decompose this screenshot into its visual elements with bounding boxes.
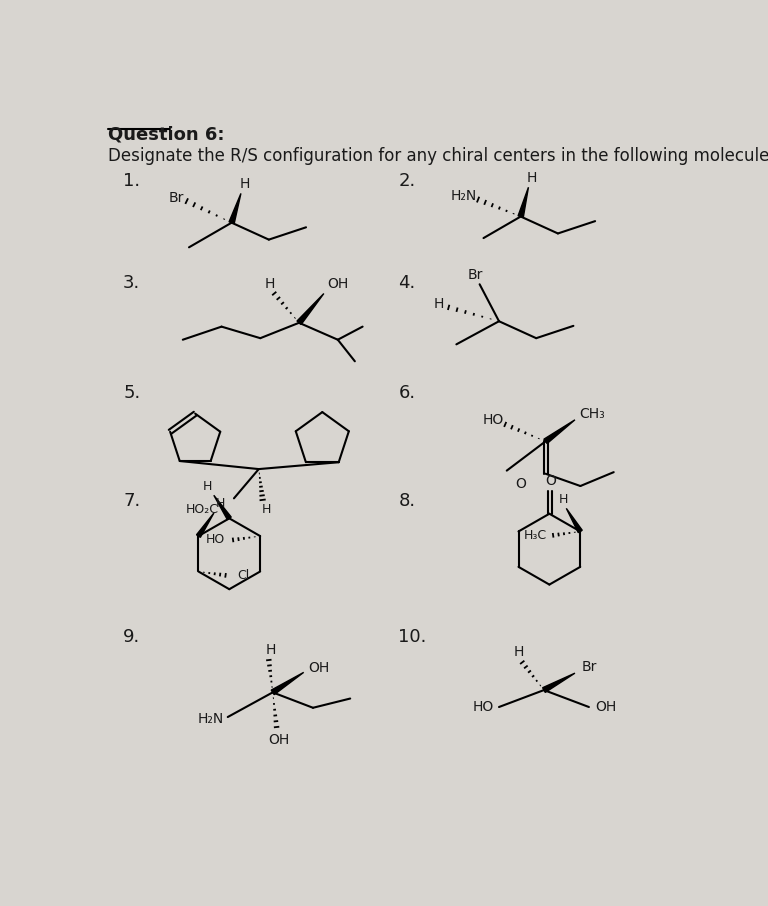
Text: H: H xyxy=(264,277,275,292)
Text: O: O xyxy=(545,475,556,488)
Text: HO: HO xyxy=(473,700,494,714)
Text: H: H xyxy=(203,479,212,493)
Polygon shape xyxy=(518,188,528,217)
Text: OH: OH xyxy=(309,660,329,675)
Text: H: H xyxy=(433,297,444,312)
Text: H₂N: H₂N xyxy=(197,712,223,727)
Polygon shape xyxy=(297,294,324,324)
Polygon shape xyxy=(197,513,214,537)
Text: H: H xyxy=(262,503,271,516)
Text: OH: OH xyxy=(327,277,349,292)
Text: H: H xyxy=(266,643,276,657)
Text: OH: OH xyxy=(595,700,617,714)
Polygon shape xyxy=(543,673,575,692)
Text: Question 6:: Question 6: xyxy=(108,126,224,144)
Text: 3.: 3. xyxy=(123,275,141,293)
Polygon shape xyxy=(214,496,231,520)
Text: Br: Br xyxy=(168,191,184,205)
Text: 2.: 2. xyxy=(399,172,415,190)
Text: H: H xyxy=(558,493,568,506)
Text: 1.: 1. xyxy=(123,172,141,190)
Text: 5.: 5. xyxy=(123,384,141,402)
Text: Br: Br xyxy=(468,268,483,282)
Polygon shape xyxy=(271,672,303,695)
Text: 4.: 4. xyxy=(399,275,415,293)
Text: H₂N: H₂N xyxy=(451,189,477,204)
Text: H: H xyxy=(513,644,524,659)
Text: OH: OH xyxy=(268,733,290,747)
Text: O: O xyxy=(515,477,526,491)
Text: H: H xyxy=(240,178,250,191)
Text: 7.: 7. xyxy=(123,492,141,510)
Polygon shape xyxy=(544,419,575,444)
Text: 8.: 8. xyxy=(399,492,415,510)
Text: Cl: Cl xyxy=(237,569,250,582)
Text: CH₃: CH₃ xyxy=(579,407,605,420)
Text: H: H xyxy=(216,497,225,510)
Text: H: H xyxy=(526,171,537,185)
Text: 6.: 6. xyxy=(399,384,415,402)
Text: Designate the R/S configuration for any chiral centers in the following molecule: Designate the R/S configuration for any … xyxy=(108,147,768,165)
Text: H₃C: H₃C xyxy=(524,529,547,542)
Polygon shape xyxy=(229,193,241,224)
Text: HO: HO xyxy=(206,534,225,546)
Text: 10.: 10. xyxy=(399,629,427,647)
Text: HO: HO xyxy=(482,413,504,427)
Text: Br: Br xyxy=(581,660,597,674)
Polygon shape xyxy=(566,508,582,533)
Text: HO₂C: HO₂C xyxy=(185,503,218,516)
Text: 9.: 9. xyxy=(123,629,141,647)
